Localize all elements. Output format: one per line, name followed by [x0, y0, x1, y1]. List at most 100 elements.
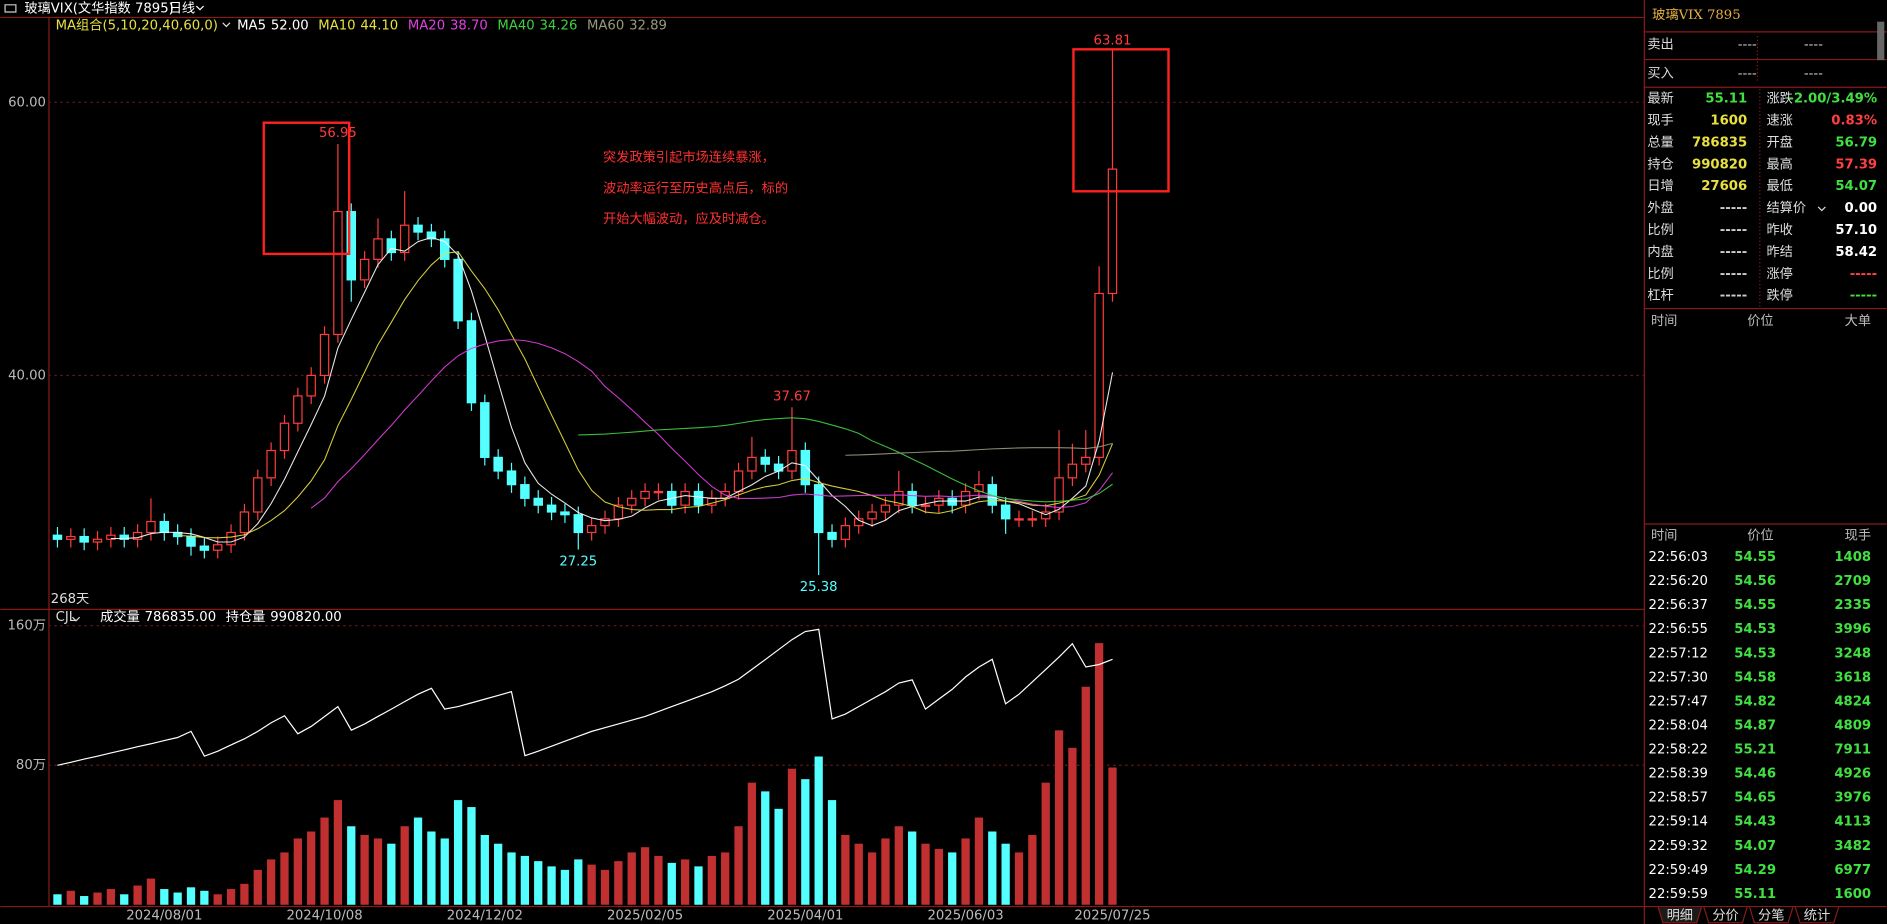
- field-label: 最新: [1647, 91, 1673, 107]
- candle-body: [586, 525, 597, 534]
- book-label: 买入: [1647, 65, 1673, 81]
- trade-time: 22:58:57: [1649, 791, 1708, 806]
- candle-body: [640, 490, 650, 499]
- volume-bar: [1081, 686, 1090, 905]
- x-tick-label: 2025/06/03: [927, 909, 1003, 924]
- candle-body: [333, 210, 343, 336]
- volume-bar: [801, 779, 810, 905]
- trade-price: 54.58: [1734, 670, 1776, 685]
- candle-body: [907, 490, 917, 506]
- trade-volume: 6977: [1834, 863, 1871, 878]
- volume-bar: [787, 768, 797, 905]
- period-selector[interactable]: 日线: [169, 0, 195, 16]
- volume-bar: [226, 889, 236, 905]
- candle-body: [92, 538, 103, 543]
- volume-bar: [747, 782, 757, 905]
- trade-time: 22:57:12: [1649, 646, 1708, 661]
- candle-body: [493, 456, 503, 472]
- candle-body: [359, 258, 370, 281]
- candle-body: [212, 544, 223, 551]
- candle-body: [1094, 292, 1104, 458]
- candle-body: [66, 535, 76, 540]
- volume-bar: [93, 892, 102, 905]
- volume-bar: [160, 889, 169, 905]
- candle-body: [800, 449, 811, 486]
- volume-bar: [707, 855, 716, 905]
- volume-bar: [814, 756, 823, 905]
- trade-time: 22:59:32: [1649, 839, 1708, 854]
- candle-body: [1067, 463, 1078, 479]
- candle-body: [186, 535, 196, 547]
- candle-body: [573, 514, 584, 534]
- column-header: 时间: [1651, 313, 1677, 329]
- trade-volume: 4926: [1834, 767, 1871, 782]
- volume-legend: 990820.00: [270, 610, 341, 625]
- tab[interactable]: 分笔: [1758, 908, 1784, 924]
- candle-body: [680, 490, 690, 506]
- trade-volume: 4809: [1834, 718, 1871, 733]
- tab[interactable]: 明细: [1667, 908, 1693, 924]
- trade-volume: 3618: [1834, 670, 1871, 685]
- field-value: 786835: [1692, 135, 1747, 150]
- tab[interactable]: 分价: [1712, 908, 1738, 924]
- volume-bar: [480, 834, 489, 905]
- trade-time: 22:57:30: [1649, 670, 1708, 685]
- book-volume: ----: [1804, 38, 1823, 53]
- header: 玻璃VIX(文华指数 7895) 日线: [4, 0, 205, 16]
- candle-body: [840, 525, 851, 540]
- candle-body: [453, 258, 463, 322]
- volume-bar: [307, 831, 316, 905]
- trade-volume: 3976: [1834, 791, 1871, 806]
- days-label: 268天: [51, 592, 89, 607]
- volume-bar: [921, 843, 930, 905]
- dropdown-icon: [195, 5, 205, 11]
- candle-body: [306, 374, 316, 397]
- ma-line: [578, 417, 1113, 503]
- volume-bar: [627, 852, 636, 905]
- volume-bar: [347, 826, 356, 905]
- volume-bar: [694, 866, 703, 905]
- ma-legend-value: 32.89: [629, 18, 667, 33]
- field-label: 涨跌: [1766, 91, 1792, 107]
- candle-body: [827, 531, 837, 540]
- trade-volume: 7911: [1834, 743, 1871, 758]
- field-value: -----: [1720, 267, 1747, 282]
- trade-time: 22:59:59: [1649, 887, 1708, 902]
- field-label: 总量: [1647, 134, 1673, 150]
- trade-price: 54.46: [1734, 767, 1776, 782]
- tab-shape: [1749, 906, 1794, 924]
- candle-body: [520, 484, 530, 499]
- volume-bar: [908, 831, 917, 905]
- volume-bar: [1028, 834, 1037, 905]
- candle-body: [386, 238, 397, 254]
- dropdown-icon: [72, 616, 81, 622]
- scrollbar[interactable]: [1877, 21, 1885, 61]
- volume-bar: [654, 855, 663, 905]
- ma-line: [845, 442, 1113, 456]
- field-label: 结算价: [1766, 200, 1806, 216]
- candle-body: [119, 534, 129, 540]
- column-header: 价位: [1747, 527, 1773, 543]
- field-label: 最高: [1766, 155, 1792, 172]
- trade-price: 54.56: [1734, 574, 1776, 589]
- field-label: 比例: [1647, 266, 1673, 282]
- trade-volume: 1408: [1834, 550, 1871, 565]
- field-value: -2.00/3.49%: [1788, 92, 1877, 107]
- column-header: 价位: [1747, 313, 1773, 329]
- field-value: 57.39: [1835, 157, 1877, 172]
- trade-time: 22:56:20: [1649, 574, 1708, 589]
- volume-bar: [66, 890, 75, 905]
- field-label: 涨停: [1766, 265, 1792, 282]
- volume-bar: [600, 869, 610, 905]
- candle-body: [239, 511, 250, 534]
- candle-body: [894, 490, 904, 506]
- tab[interactable]: 统计: [1804, 908, 1830, 924]
- field-label: 日增: [1647, 178, 1673, 194]
- field-value: 0.83%: [1831, 114, 1877, 129]
- volume-bar: [200, 890, 209, 905]
- field-value: 54.07: [1835, 179, 1877, 194]
- volume-bar: [1108, 767, 1117, 905]
- highlight-box: [262, 121, 351, 256]
- ma-line: [310, 339, 1113, 509]
